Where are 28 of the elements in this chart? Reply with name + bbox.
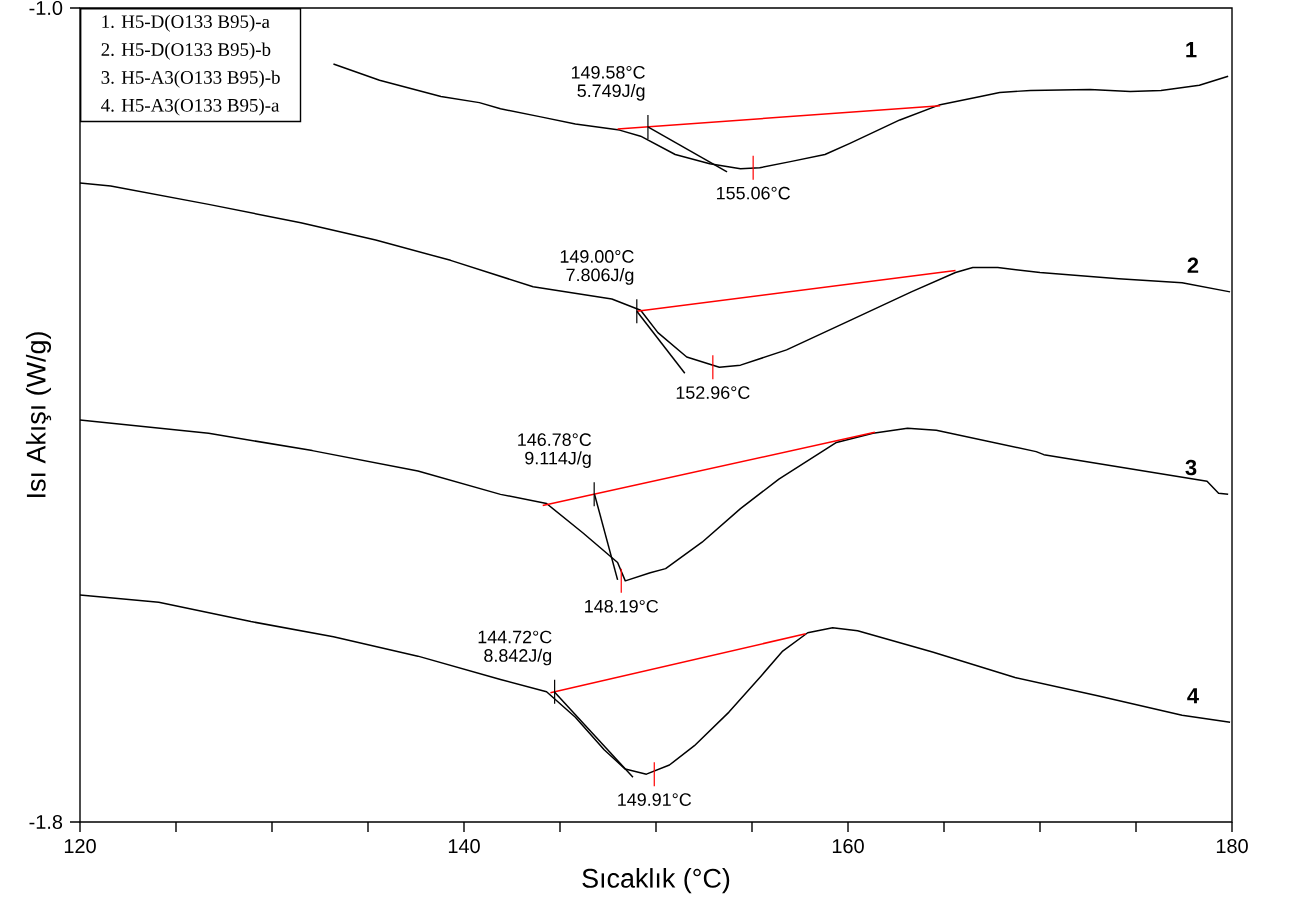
annotation: 148.19°C [585, 599, 659, 613]
x-tick-label: 160 [832, 839, 864, 854]
annotation: 3. H5-A3(O133 B95)-b [101, 70, 280, 88]
annotation: 144.72°C [478, 630, 552, 644]
annotation: 155.06°C [717, 186, 790, 200]
annotation: 1. H5-D(O133 B95)-a [102, 14, 270, 32]
x-tick-label: 180 [1216, 839, 1248, 854]
y-tick-label: -1.8 [29, 814, 63, 830]
x-tick-label: 140 [448, 839, 480, 854]
annotation: 149.58°C [571, 65, 645, 79]
series-label: 3 [1185, 459, 1197, 476]
x-tick-label: 120 [64, 839, 96, 854]
annotation: 2. H5-D(O133 B95)-b [101, 42, 271, 60]
annotation: 149.91°C [618, 793, 692, 806]
y-tick-label: -1.0 [29, 0, 63, 16]
annotation: 146.78°C [518, 433, 592, 446]
annotation: 4. H5-A3(O133 B95)-a [101, 98, 280, 116]
annotation: 149.00°C [560, 250, 634, 263]
y-axis-title: Isı Akışı (W/g) [25, 332, 52, 497]
annotation: 152.96°C [676, 386, 750, 399]
annotation: 9.114J/g [525, 451, 591, 468]
annotation: 5.749J/g [577, 83, 645, 101]
series-label: 1 [1186, 42, 1197, 58]
annotation: 7.806J/g [566, 268, 634, 285]
series-label: 2 [1187, 257, 1199, 273]
x-axis-title: Sıcaklık (°C) [582, 868, 730, 894]
series-label: 4 [1187, 688, 1199, 704]
annotation: 8.842J/g [484, 648, 552, 666]
